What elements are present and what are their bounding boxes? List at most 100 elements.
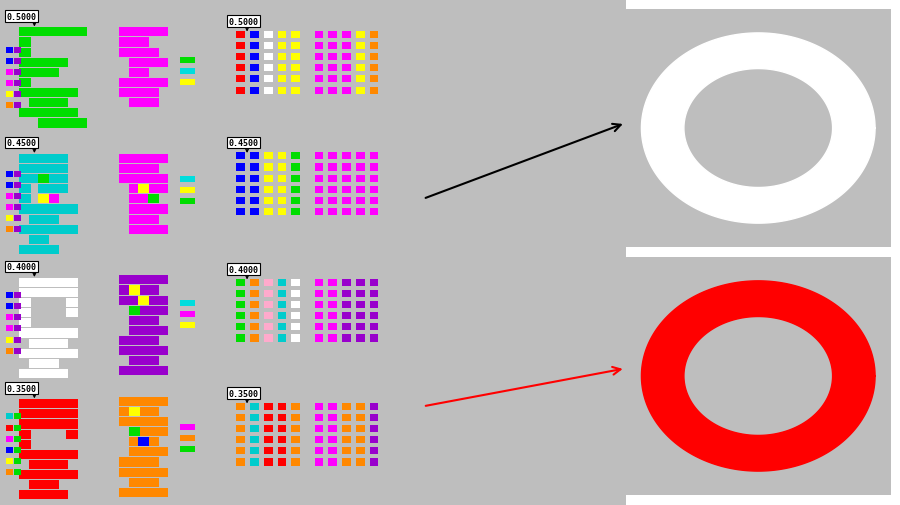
- Bar: [148, 195, 159, 204]
- Bar: [148, 357, 159, 366]
- Bar: [370, 153, 378, 160]
- Bar: [180, 187, 195, 193]
- Bar: [14, 292, 21, 298]
- Polygon shape: [642, 281, 875, 471]
- Bar: [278, 164, 286, 171]
- Bar: [139, 215, 149, 224]
- Bar: [38, 205, 50, 214]
- Bar: [237, 32, 245, 39]
- Bar: [48, 278, 58, 287]
- Bar: [57, 205, 68, 214]
- Text: 0.4000: 0.4000: [229, 265, 258, 274]
- Bar: [250, 43, 259, 50]
- Bar: [38, 369, 50, 378]
- Bar: [157, 276, 168, 285]
- Bar: [129, 286, 140, 295]
- Bar: [250, 164, 259, 171]
- Bar: [278, 403, 286, 410]
- Bar: [29, 420, 40, 429]
- Bar: [328, 87, 338, 94]
- Bar: [48, 175, 58, 184]
- Bar: [370, 54, 378, 61]
- Bar: [315, 447, 323, 454]
- Bar: [292, 313, 301, 320]
- Bar: [356, 459, 364, 466]
- Bar: [129, 59, 140, 68]
- Bar: [57, 175, 68, 184]
- Bar: [48, 470, 58, 479]
- Bar: [264, 164, 273, 171]
- Bar: [67, 399, 77, 409]
- Bar: [370, 324, 378, 331]
- Bar: [38, 225, 50, 234]
- Bar: [157, 225, 168, 234]
- Bar: [315, 403, 323, 410]
- Bar: [14, 436, 21, 442]
- Bar: [250, 209, 259, 216]
- Bar: [292, 436, 301, 443]
- Bar: [120, 89, 130, 98]
- Bar: [120, 346, 130, 356]
- Bar: [278, 459, 286, 466]
- Bar: [20, 59, 31, 68]
- Bar: [57, 369, 68, 378]
- Bar: [14, 304, 21, 310]
- Bar: [250, 87, 259, 94]
- Bar: [328, 447, 338, 454]
- Bar: [157, 79, 168, 88]
- Bar: [328, 209, 338, 216]
- Bar: [14, 348, 21, 354]
- Bar: [38, 165, 50, 174]
- Bar: [292, 43, 301, 50]
- Bar: [120, 367, 130, 376]
- Bar: [120, 468, 130, 477]
- Bar: [129, 28, 140, 37]
- Bar: [139, 468, 149, 477]
- Bar: [76, 28, 87, 37]
- Bar: [148, 175, 159, 184]
- Bar: [38, 480, 50, 489]
- Bar: [29, 89, 40, 98]
- Bar: [57, 165, 68, 174]
- Bar: [139, 185, 149, 194]
- Bar: [139, 407, 149, 416]
- Bar: [250, 447, 259, 454]
- Bar: [29, 490, 40, 499]
- Bar: [14, 59, 21, 65]
- Bar: [237, 459, 245, 466]
- Bar: [129, 326, 140, 335]
- Bar: [250, 403, 259, 410]
- Bar: [14, 171, 21, 177]
- Bar: [129, 296, 140, 305]
- Bar: [292, 425, 301, 432]
- Bar: [48, 69, 58, 78]
- Polygon shape: [692, 77, 824, 181]
- Bar: [20, 490, 31, 499]
- Bar: [328, 175, 338, 182]
- Bar: [328, 403, 338, 410]
- Bar: [129, 286, 140, 295]
- Bar: [57, 460, 68, 469]
- Bar: [29, 349, 40, 358]
- Bar: [129, 407, 140, 416]
- Bar: [20, 329, 31, 338]
- Bar: [237, 335, 245, 342]
- Bar: [148, 458, 159, 467]
- Bar: [139, 286, 149, 295]
- Bar: [139, 478, 149, 487]
- Bar: [342, 335, 351, 342]
- Bar: [120, 155, 130, 164]
- Bar: [180, 300, 195, 306]
- Bar: [14, 70, 21, 76]
- Bar: [6, 292, 13, 298]
- Bar: [38, 185, 50, 194]
- Bar: [29, 28, 40, 37]
- Bar: [180, 58, 195, 64]
- Bar: [48, 185, 58, 194]
- Bar: [6, 92, 13, 98]
- Bar: [20, 205, 31, 214]
- Bar: [148, 48, 159, 58]
- Bar: [237, 54, 245, 61]
- Bar: [14, 425, 21, 431]
- Bar: [129, 357, 140, 366]
